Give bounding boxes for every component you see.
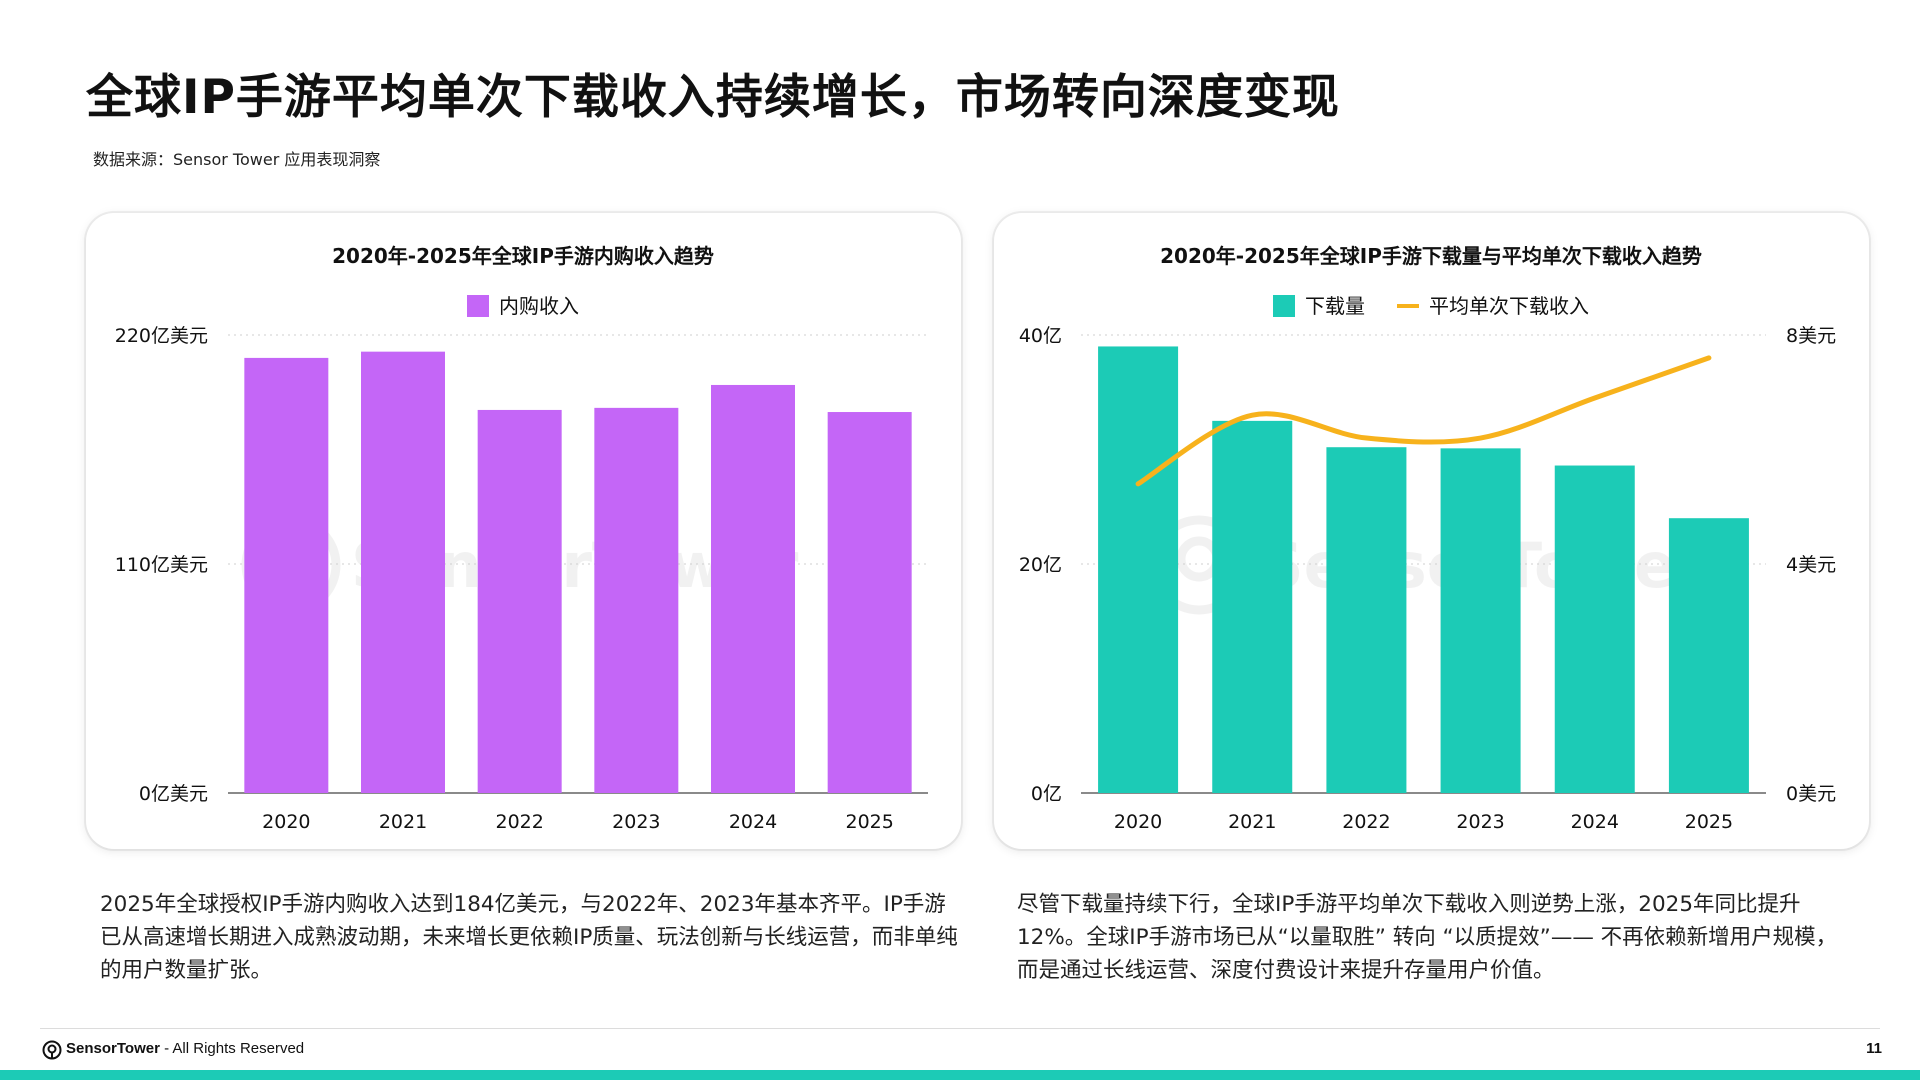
page-number: 11 xyxy=(1866,1040,1882,1057)
y-tick-label: 220亿美元 xyxy=(115,325,208,347)
legend-label-revenue: 内购收入 xyxy=(499,294,579,318)
bar-downloads xyxy=(1212,420,1293,793)
bar-revenue xyxy=(594,407,679,793)
x-tick-label: 2024 xyxy=(1571,811,1619,833)
legend-label-downloads: 下载量 xyxy=(1305,294,1365,318)
bar-downloads xyxy=(1440,448,1521,793)
line-arpd xyxy=(1135,355,1712,487)
x-tick-label: 2025 xyxy=(845,811,893,833)
legend-swatch-downloads xyxy=(1273,295,1295,317)
x-tick-label: 2021 xyxy=(379,811,427,833)
x-tick-label: 2022 xyxy=(495,811,543,833)
bar-revenue xyxy=(711,384,795,793)
y-tick-label-left: 20亿 xyxy=(1019,554,1062,576)
data-source: 数据来源：Sensor Tower 应用表现洞察 xyxy=(93,150,381,169)
downloads-chart: SensorTower2020年-2025年全球IP手游下载量与平均单次下载收入… xyxy=(1019,244,1836,833)
legend-swatch-revenue xyxy=(467,295,489,317)
revenue-chart: SensorTower2020年-2025年全球IP手游内购收入趋势内购收入0亿… xyxy=(115,244,928,833)
bar-revenue xyxy=(477,409,562,793)
bar-downloads xyxy=(1668,518,1749,793)
footer-copyright: SensorTower - All Rights Reserved xyxy=(66,1040,304,1057)
x-tick-label: 2021 xyxy=(1228,811,1276,833)
y-tick-label-left: 40亿 xyxy=(1019,325,1062,347)
x-tick-label: 2023 xyxy=(1456,811,1504,833)
bar-downloads xyxy=(1326,447,1407,793)
downloads-description: 尽管下载量持续下行，全球IP手游平均单次下载收入则逆势上涨，2025年同比提升1… xyxy=(1017,892,1838,983)
y-tick-label: 110亿美元 xyxy=(115,554,208,576)
x-tick-label: 2025 xyxy=(1685,811,1733,833)
legend-label-arpd: 平均单次下载收入 xyxy=(1429,294,1589,318)
y-tick-label: 0亿美元 xyxy=(139,783,208,805)
footer-rights: - All Rights Reserved xyxy=(159,1040,305,1057)
bar-downloads xyxy=(1098,346,1179,793)
y-tick-label-right: 4美元 xyxy=(1786,554,1836,576)
footer-divider xyxy=(40,1028,1880,1029)
y-tick-label-right: 0美元 xyxy=(1786,783,1836,805)
chart-title: 2020年-2025年全球IP手游下载量与平均单次下载收入趋势 xyxy=(1160,244,1702,268)
bar-revenue xyxy=(244,357,329,793)
watermark-logo-inner xyxy=(1176,536,1222,582)
y-tick-label-left: 0亿 xyxy=(1031,783,1062,805)
x-tick-label: 2020 xyxy=(1114,811,1162,833)
bar-revenue xyxy=(361,351,445,793)
x-tick-label: 2022 xyxy=(1342,811,1390,833)
footer-brand: SensorTower xyxy=(66,1040,160,1057)
y-tick-label-right: 8美元 xyxy=(1786,325,1836,347)
bar-revenue xyxy=(827,412,912,793)
revenue-description: 2025年全球授权IP手游内购收入达到184亿美元，与2022年、2023年基本… xyxy=(100,892,958,983)
x-tick-label: 2024 xyxy=(729,811,777,833)
chart-panel-revenue: SensorTower 2020年-2025年全球IP手游内购收入趋势 内购收入 0亿… xyxy=(86,213,961,849)
bar-downloads xyxy=(1554,465,1635,793)
x-tick-label: 2023 xyxy=(612,811,660,833)
chart-panel-downloads: SensorTower2020年-2025年全球IP手游下载量与平均单次下载收入… xyxy=(994,213,1869,849)
chart-title: 2020年-2025年全球IP手游内购收入趋势 xyxy=(332,244,714,268)
sensortower-logo-icon xyxy=(42,1040,62,1060)
page-title: 全球IP手游平均单次下载收入持续增长，市场转向深度变现 xyxy=(86,70,1340,125)
bottom-accent-bar xyxy=(0,1070,1920,1080)
x-tick-label: 2020 xyxy=(262,811,310,833)
